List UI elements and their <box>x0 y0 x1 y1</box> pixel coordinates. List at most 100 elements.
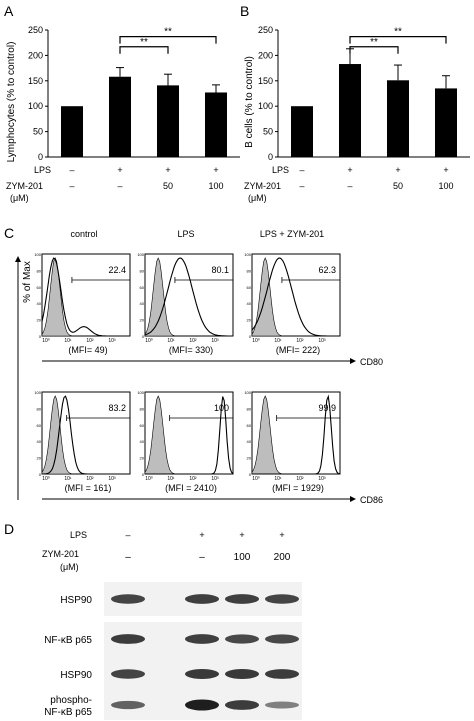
stained-histogram <box>144 257 233 337</box>
panel-a-bar <box>61 106 83 157</box>
panel-a-lps-value: + <box>117 165 122 175</box>
panel-a-y-tick-label: 250 <box>28 25 43 35</box>
histogram-x-tick-label: 10² <box>296 338 304 344</box>
histogram-y-tick-label: 20 <box>140 456 145 461</box>
blot-band-label: phospho- <box>50 695 92 706</box>
blot-band <box>111 700 145 710</box>
blot-band <box>225 634 259 644</box>
panel-c-col-lps-zym: LPS + ZYM-201 <box>260 229 324 239</box>
panel-b-significance-bracket <box>349 36 447 44</box>
panel-a-y-tick-label: 100 <box>28 101 43 111</box>
percent-max-arrowhead <box>15 256 21 262</box>
panel-a-zym-value: 100 <box>208 181 223 191</box>
panel-b-letter: B <box>240 3 249 19</box>
mfi-value: (MFI= 330) <box>169 345 213 355</box>
histogram-y-tick-label: 0 <box>142 334 145 339</box>
panel-a-zym-label: ZYM-201 <box>6 181 43 191</box>
marker-axis-label: CD80 <box>360 357 383 367</box>
panel-b-bar <box>339 64 361 157</box>
panel-a-zym-value: 50 <box>163 181 173 191</box>
gate-percent: 80.1 <box>211 265 229 275</box>
mfi-value: (MFI= 222) <box>276 345 320 355</box>
blot-band-label: HSP90 <box>60 595 92 606</box>
histogram-x-tick-label: 10³ <box>211 476 219 482</box>
gate-percent: 100 <box>214 403 229 413</box>
stained-histogram <box>252 394 341 475</box>
histogram-y-tick-label: 80 <box>140 268 145 273</box>
histogram-y-tick-label: 40 <box>37 301 42 306</box>
gate-percent: 22.4 <box>108 265 126 275</box>
histogram-x-tick-label: 10¹ <box>64 476 72 482</box>
panel-a-lps-value: + <box>213 165 218 175</box>
histogram-x-tick-label: 10² <box>296 476 304 482</box>
panel-b-y-tick-label: 0 <box>268 152 273 162</box>
histogram-x-tick-label: 10² <box>189 476 197 482</box>
stained-histogram <box>251 257 340 337</box>
panel-b-ylabel: B cells (% to control) <box>244 56 255 148</box>
blot-zym-value: – <box>199 552 205 563</box>
blot-band <box>111 634 145 644</box>
panel-b-bar <box>291 106 313 157</box>
panel-b-zym-value: – <box>347 181 352 191</box>
panel-a-bar <box>205 92 227 157</box>
panel-b-lps-label: LPS <box>272 165 289 175</box>
blot-band <box>111 594 145 604</box>
panel-d-unit-label: (μM) <box>60 562 79 572</box>
panel-c-col-control: control <box>70 229 97 239</box>
histogram-y-tick-label: 60 <box>247 285 252 290</box>
histogram-y-tick-label: 60 <box>140 285 145 290</box>
histogram-x-tick-label: 10⁰ <box>42 338 50 344</box>
histogram-x-tick-label: 10³ <box>108 338 116 344</box>
histogram-y-tick-label: 100 <box>34 252 41 257</box>
stained-histogram <box>41 257 130 337</box>
panel-a-zym-value: – <box>117 181 122 191</box>
histogram-y-tick-label: 40 <box>247 439 252 444</box>
histogram-y-tick-label: 20 <box>140 318 145 323</box>
blot-band <box>265 594 299 604</box>
panel-a-bar <box>157 85 179 157</box>
blot-lps-value: + <box>239 530 244 540</box>
histogram-x-tick-label: 10³ <box>318 476 326 482</box>
blot-band <box>265 669 299 679</box>
panel-b-y-tick-label: 150 <box>258 76 273 86</box>
histogram-x-tick-label: 10⁰ <box>145 338 153 344</box>
blot-lps-value: + <box>199 530 204 540</box>
histogram-x-tick-label: 10² <box>86 338 94 344</box>
panel-b-bar <box>387 80 409 157</box>
histogram-x-tick-label: 10² <box>86 476 94 482</box>
panel-b-y-tick-label: 250 <box>258 25 273 35</box>
panel-a-bar <box>109 76 131 157</box>
blot-band-label: NF-κB p65 <box>44 707 92 718</box>
histogram-y-tick-label: 40 <box>140 439 145 444</box>
panel-a-chart: 0 50 100 150 200 250 – – + – +50 +100 ** ** <box>28 25 240 191</box>
histogram-x-tick-label: 10¹ <box>167 338 175 344</box>
gate-percent: 99.9 <box>318 403 336 413</box>
marker-axis-label: CD86 <box>360 495 383 505</box>
panel-b-zym-value: 50 <box>393 181 403 191</box>
histogram-y-tick-label: 20 <box>247 318 252 323</box>
histogram-y-tick-label: 80 <box>37 268 42 273</box>
panel-b-y-tick-label: 200 <box>258 50 273 60</box>
histogram-y-tick-label: 20 <box>37 318 42 323</box>
panel-b-y-tick-label: 50 <box>263 127 273 137</box>
blot-band <box>225 700 259 710</box>
blot-band <box>265 634 299 644</box>
blot-lps-value: – <box>125 530 130 540</box>
blot-band <box>185 699 219 711</box>
blot-band <box>185 594 219 604</box>
panel-a-significance-bracket <box>119 36 217 44</box>
histogram-y-tick-label: 100 <box>244 390 251 395</box>
panel-b-bar <box>435 88 457 157</box>
panel-c-col-lps: LPS <box>177 229 194 239</box>
mfi-value: (MFI = 2410) <box>165 483 217 493</box>
panel-b-significance-label: ** <box>394 27 402 38</box>
histogram-x-tick-label: 10¹ <box>167 476 175 482</box>
histogram-y-tick-label: 40 <box>140 301 145 306</box>
mfi-value: (MFI = 1929) <box>272 483 324 493</box>
histogram-x-tick-label: 10² <box>189 338 197 344</box>
panel-b-lps-value: + <box>443 165 448 175</box>
panel-a-zym-value: – <box>69 181 74 191</box>
